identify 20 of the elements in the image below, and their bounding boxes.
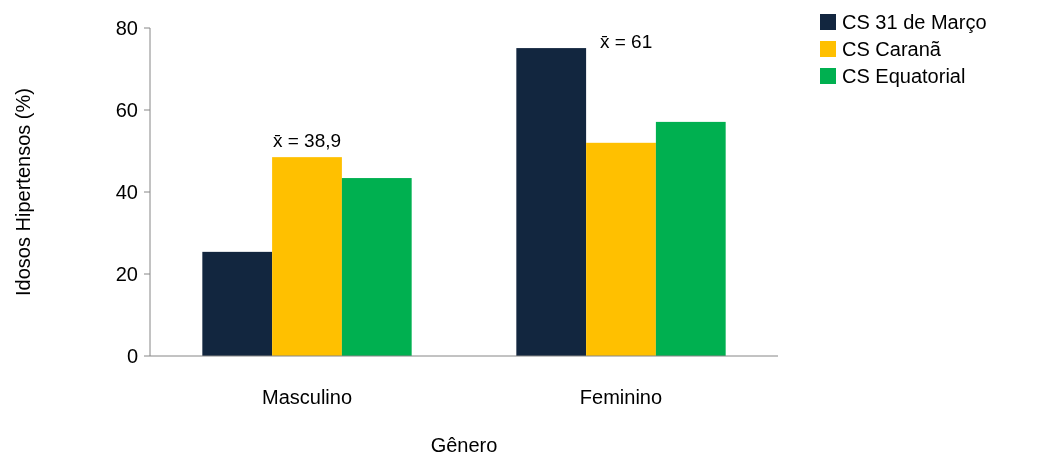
bar xyxy=(516,48,587,356)
y-tick-label: 0 xyxy=(126,345,138,367)
x-tick-label: Feminino xyxy=(579,386,663,408)
bar xyxy=(272,157,342,356)
y-tick-label: 80 xyxy=(115,17,138,39)
legend-label: CS 31 de Março xyxy=(842,11,987,33)
y-tick-label: 60 xyxy=(115,99,138,121)
x-tick-label: Masculino xyxy=(261,386,353,408)
bar xyxy=(655,121,726,356)
bar xyxy=(202,251,273,356)
annotation: x̄ = 38,9 xyxy=(272,130,342,152)
bar xyxy=(341,178,412,356)
bar xyxy=(586,142,656,356)
y-tick-label: 20 xyxy=(115,263,138,285)
x-axis-title: Gênero xyxy=(430,434,498,456)
annotation: x̄ = 61 xyxy=(599,31,653,52)
legend-label: CS Caranã xyxy=(842,38,942,60)
y-tick-label: 40 xyxy=(115,181,138,203)
legend-label: CS Equatorial xyxy=(842,65,966,87)
y-axis-title: Idosos Hipertensos (%) xyxy=(12,88,34,296)
